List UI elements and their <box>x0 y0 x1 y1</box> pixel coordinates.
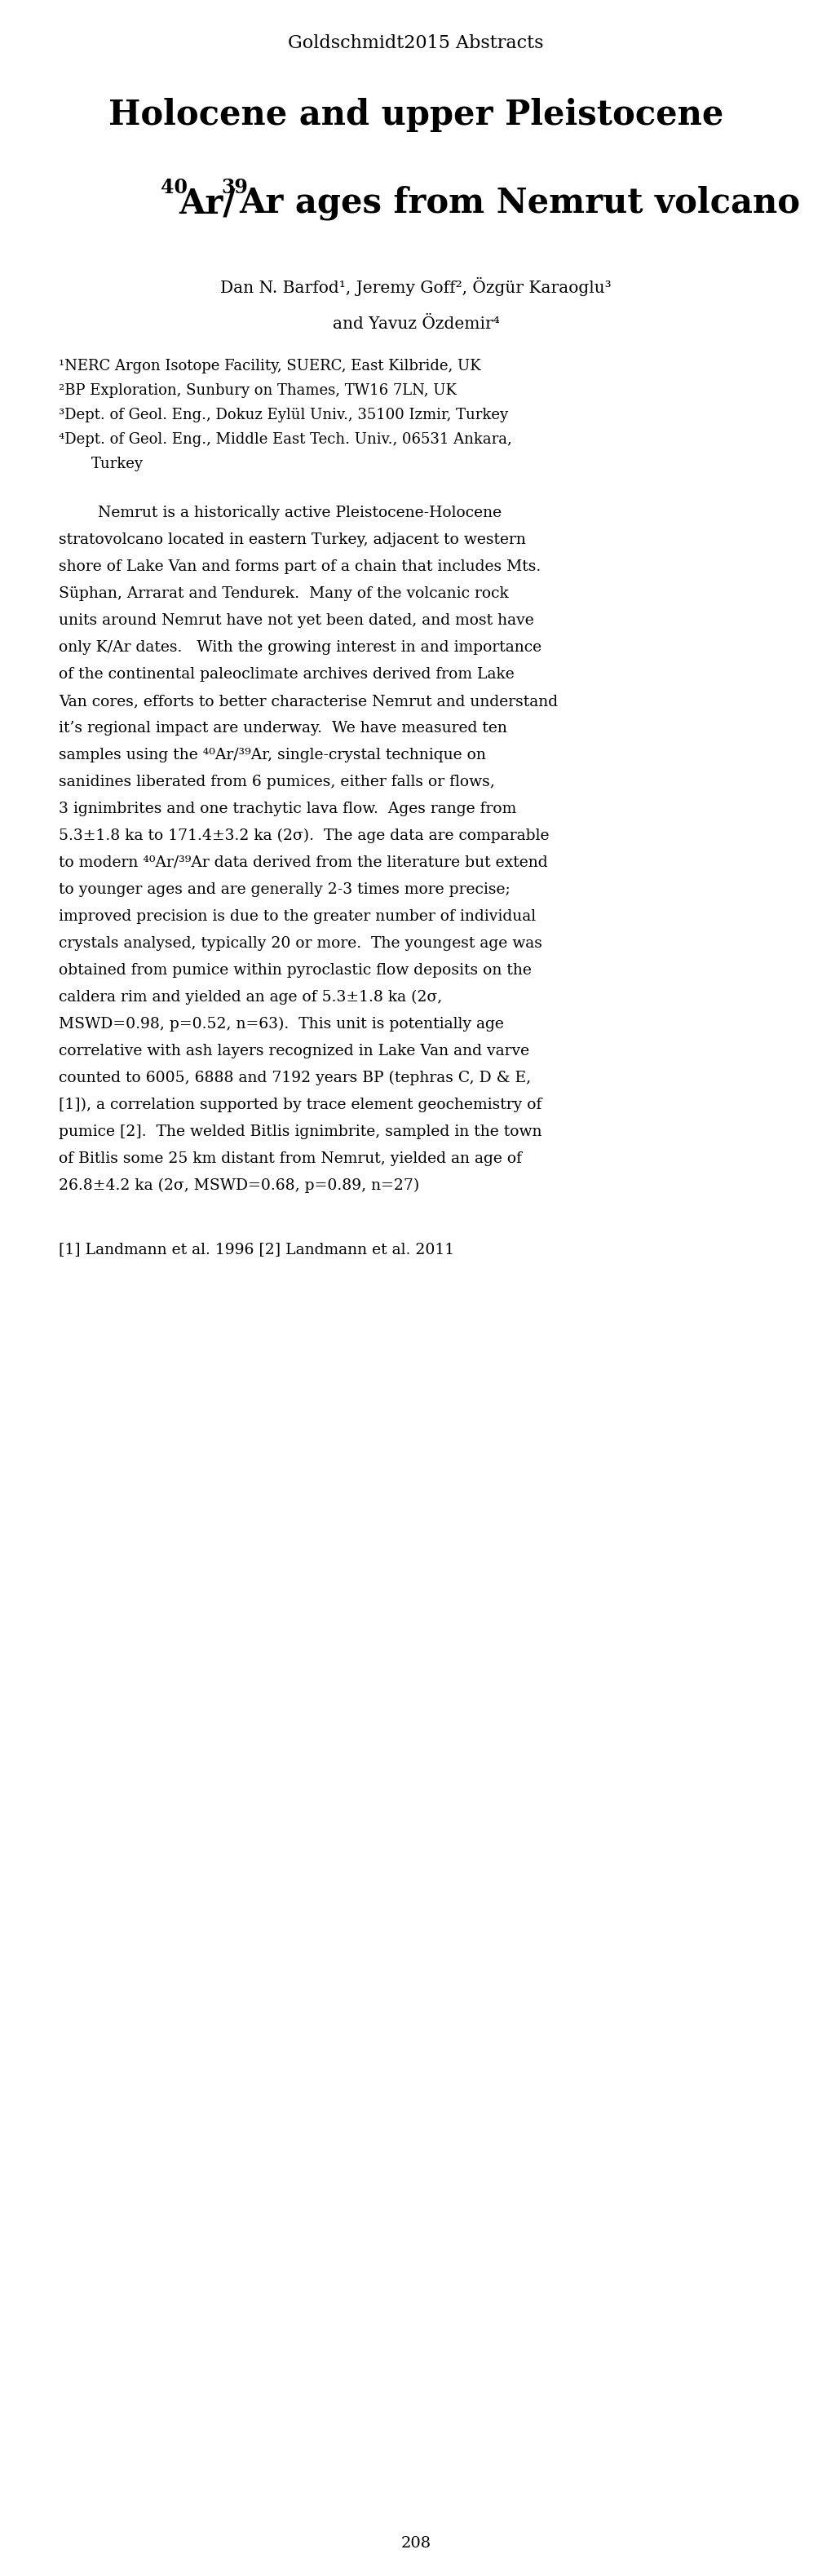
Text: to modern ⁴⁰Ar/³⁹Ar data derived from the literature but extend: to modern ⁴⁰Ar/³⁹Ar data derived from th… <box>59 855 547 871</box>
Text: stratovolcano located in eastern Turkey, adjacent to western: stratovolcano located in eastern Turkey,… <box>59 533 525 546</box>
Text: MSWD=0.98, p=0.52, n=63).  This unit is potentially age: MSWD=0.98, p=0.52, n=63). This unit is p… <box>59 1018 504 1033</box>
Text: Goldschmidt2015 Abstracts: Goldschmidt2015 Abstracts <box>288 33 543 52</box>
Text: shore of Lake Van and forms part of a chain that includes Mts.: shore of Lake Van and forms part of a ch… <box>59 559 540 574</box>
Text: to younger ages and are generally 2-3 times more precise;: to younger ages and are generally 2-3 ti… <box>59 884 509 896</box>
Text: and Yavuz Özdemir⁴: and Yavuz Özdemir⁴ <box>332 317 499 332</box>
Text: units around Nemrut have not yet been dated, and most have: units around Nemrut have not yet been da… <box>59 613 534 629</box>
Text: 3 ignimbrites and one trachytic lava flow.  Ages range from: 3 ignimbrites and one trachytic lava flo… <box>59 801 516 817</box>
Text: caldera rim and yielded an age of 5.3±1.8 ka (2σ,: caldera rim and yielded an age of 5.3±1.… <box>59 989 442 1005</box>
Text: 5.3±1.8 ka to 171.4±3.2 ka (2σ).  The age data are comparable: 5.3±1.8 ka to 171.4±3.2 ka (2σ). The age… <box>59 829 548 842</box>
Text: Süphan, Arrarat and Tendurek.  Many of the volcanic rock: Süphan, Arrarat and Tendurek. Many of th… <box>59 587 509 600</box>
Text: 40: 40 <box>160 178 187 198</box>
Text: counted to 6005, 6888 and 7192 years BP (tephras C, D & E,: counted to 6005, 6888 and 7192 years BP … <box>59 1072 530 1084</box>
Text: ³Dept. of Geol. Eng., Dokuz Eylül Univ., 35100 Izmir, Turkey: ³Dept. of Geol. Eng., Dokuz Eylül Univ.,… <box>59 407 508 422</box>
Text: crystals analysed, typically 20 or more.  The youngest age was: crystals analysed, typically 20 or more.… <box>59 935 542 951</box>
Text: Holocene and upper Pleistocene: Holocene and upper Pleistocene <box>108 98 723 131</box>
Text: [1]), a correlation supported by trace element geochemistry of: [1]), a correlation supported by trace e… <box>59 1097 541 1113</box>
Text: it’s regional impact are underway.  We have measured ten: it’s regional impact are underway. We ha… <box>59 721 507 737</box>
Text: [1] Landmann et al. 1996 [2] Landmann et al. 2011: [1] Landmann et al. 1996 [2] Landmann et… <box>59 1242 454 1257</box>
Text: ²BP Exploration, Sunbury on Thames, TW16 7LN, UK: ²BP Exploration, Sunbury on Thames, TW16… <box>59 384 456 397</box>
Text: 39: 39 <box>221 178 248 198</box>
Text: samples using the ⁴⁰Ar/³⁹Ar, single-crystal technique on: samples using the ⁴⁰Ar/³⁹Ar, single-crys… <box>59 747 485 762</box>
Text: obtained from pumice within pyroclastic flow deposits on the: obtained from pumice within pyroclastic … <box>59 963 531 979</box>
Text: Ar/: Ar/ <box>179 185 235 219</box>
Text: Nemrut is a historically active Pleistocene-Holocene: Nemrut is a historically active Pleistoc… <box>59 505 501 520</box>
Text: ⁴Dept. of Geol. Eng., Middle East Tech. Univ., 06531 Ankara,: ⁴Dept. of Geol. Eng., Middle East Tech. … <box>59 433 511 446</box>
Text: Ar ages from Nemrut volcano: Ar ages from Nemrut volcano <box>238 185 799 222</box>
Text: ¹NERC Argon Isotope Facility, SUERC, East Kilbride, UK: ¹NERC Argon Isotope Facility, SUERC, Eas… <box>59 358 480 374</box>
Text: Dan N. Barfod¹, Jeremy Goff², Özgür Karaoglu³: Dan N. Barfod¹, Jeremy Goff², Özgür Kara… <box>220 278 611 296</box>
Text: 208: 208 <box>401 2535 430 2550</box>
Text: correlative with ash layers recognized in Lake Van and varve: correlative with ash layers recognized i… <box>59 1043 529 1059</box>
Text: Van cores, efforts to better characterise Nemrut and understand: Van cores, efforts to better characteris… <box>59 693 558 708</box>
Text: of the continental paleoclimate archives derived from Lake: of the continental paleoclimate archives… <box>59 667 514 683</box>
Text: pumice [2].  The welded Bitlis ignimbrite, sampled in the town: pumice [2]. The welded Bitlis ignimbrite… <box>59 1126 541 1139</box>
Text: of Bitlis some 25 km distant from Nemrut, yielded an age of: of Bitlis some 25 km distant from Nemrut… <box>59 1151 521 1167</box>
Text: Turkey: Turkey <box>91 456 144 471</box>
Text: sanidines liberated from 6 pumices, either falls or flows,: sanidines liberated from 6 pumices, eith… <box>59 775 494 788</box>
Text: improved precision is due to the greater number of individual: improved precision is due to the greater… <box>59 909 535 925</box>
Text: only K/Ar dates.   With the growing interest in and importance: only K/Ar dates. With the growing intere… <box>59 639 541 654</box>
Text: 26.8±4.2 ka (2σ, MSWD=0.68, p=0.89, n=27): 26.8±4.2 ka (2σ, MSWD=0.68, p=0.89, n=27… <box>59 1177 419 1193</box>
